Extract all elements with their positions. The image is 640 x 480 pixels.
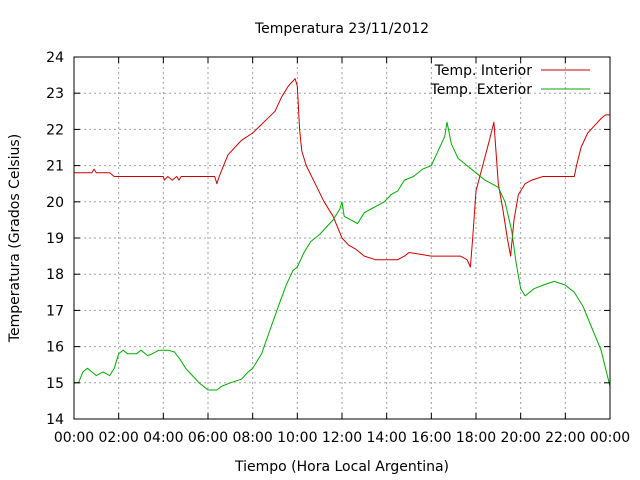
- y-tick-label: 24: [46, 50, 64, 66]
- chart-title: Temperatura 23/11/2012: [254, 21, 429, 37]
- x-tick-label: 12:00: [322, 430, 362, 446]
- series-layer: [74, 78, 611, 391]
- y-tick-label: 14: [46, 412, 64, 428]
- x-tick-label: 00:00: [590, 430, 630, 446]
- x-tick-label: 02:00: [98, 430, 138, 446]
- x-tick-label: 22:00: [545, 430, 585, 446]
- series-line-interior: [74, 78, 610, 268]
- grid: [74, 57, 610, 419]
- legend: Temp. Interior Temp. Exterior: [430, 63, 590, 98]
- y-tick-label: 16: [46, 340, 64, 356]
- y-tick-label: 15: [46, 376, 64, 392]
- x-tick-label: 10:00: [277, 430, 317, 446]
- x-tick-label: 08:00: [232, 430, 272, 446]
- axis-ticks: 00:00 02:00 04:00 06:00 08:00 10:00 12:00 14:00…: [46, 50, 630, 446]
- y-tick-label: 18: [46, 267, 64, 283]
- y-tick-label: 22: [46, 122, 64, 138]
- y-tick-label: 23: [46, 86, 64, 102]
- y-tick-label: 20: [46, 195, 64, 211]
- x-tick-label: 20:00: [500, 430, 540, 446]
- series-line-exterior: [74, 121, 611, 391]
- x-tick-label: 00:00: [54, 430, 94, 446]
- x-axis-label: Tiempo (Hora Local Argentina): [234, 459, 449, 475]
- legend-label-exterior: Temp. Exterior: [430, 82, 533, 98]
- y-axis-label: Temperatura (Grados Celsius): [7, 134, 23, 343]
- y-tick-label: 21: [46, 159, 64, 175]
- y-tick-label: 17: [46, 303, 64, 319]
- y-tick-label: 19: [46, 231, 64, 247]
- x-tick-label: 18:00: [456, 430, 496, 446]
- x-tick-label: 04:00: [143, 430, 183, 446]
- x-tick-label: 14:00: [366, 430, 406, 446]
- x-tick-label: 06:00: [188, 430, 228, 446]
- legend-label-interior: Temp. Interior: [434, 63, 533, 79]
- x-tick-label: 16:00: [411, 430, 451, 446]
